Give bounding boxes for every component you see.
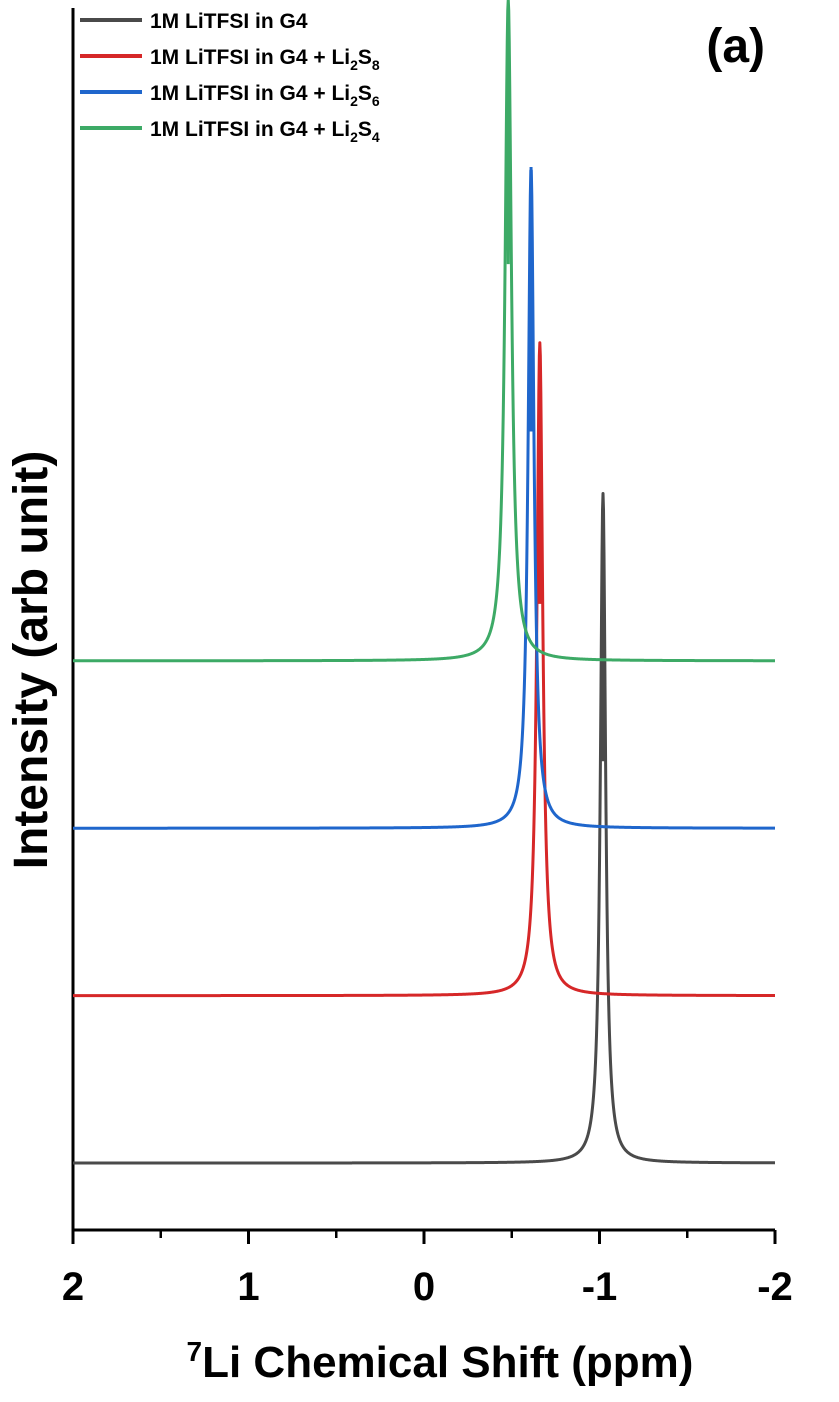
x-ticks: 2 1 0 -1 -2 bbox=[62, 1230, 793, 1309]
panel-label: (a) bbox=[706, 20, 765, 73]
spectrum-line-1 bbox=[72, 491, 776, 1165]
x-tick-label: 0 bbox=[413, 1265, 435, 1309]
legend-label: 1M LiTFSI in G4 + Li2S8 bbox=[150, 46, 380, 73]
spectrum-line-4 bbox=[72, 0, 776, 663]
x-axis-title-text: Li Chemical Shift (ppm) bbox=[202, 1338, 693, 1387]
legend: 1M LiTFSI in G4 1M LiTFSI in G4 + Li2S8 1M… bbox=[80, 10, 380, 145]
plot-area: 2 1 0 -1 -2 bbox=[62, 0, 793, 1309]
x-tick-label: -1 bbox=[582, 1265, 618, 1309]
x-tick-label: 2 bbox=[62, 1265, 84, 1309]
spectra-series bbox=[72, 0, 776, 1165]
x-tick-label: 1 bbox=[237, 1265, 259, 1309]
y-axis-title: Intensity (arb unit) bbox=[5, 451, 58, 870]
legend-label: 1M LiTFSI in G4 bbox=[150, 10, 308, 33]
legend-label: 1M LiTFSI in G4 + Li2S6 bbox=[150, 82, 380, 109]
legend-label: 1M LiTFSI in G4 + Li2S4 bbox=[150, 118, 380, 145]
spectrum-line-2 bbox=[72, 341, 776, 998]
x-tick-label: -2 bbox=[757, 1265, 793, 1309]
spectrum-line-3 bbox=[72, 167, 776, 830]
x-axis-title-superscript: 7 bbox=[187, 1336, 203, 1367]
x-axis-title: 7Li Chemical Shift (ppm) bbox=[187, 1336, 694, 1387]
